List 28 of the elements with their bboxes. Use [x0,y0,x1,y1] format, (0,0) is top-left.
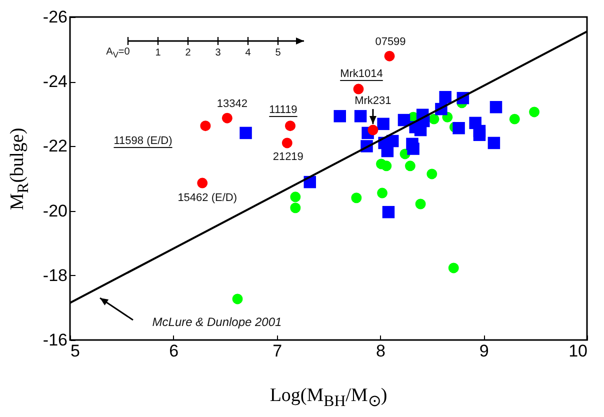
y-tick-label: -26 [42,8,68,26]
annotation: 3 [215,48,221,58]
annotation: Mrk1014 [340,68,383,80]
annotation: 4 [245,48,251,58]
annotation: 21219 [272,150,304,163]
annotation: 07599 [375,36,406,48]
x-tick-label: 8 [376,342,386,360]
y-tick-label: -18 [42,266,68,285]
annotation: 5 [275,48,281,58]
annotation: McLure & Dunlope 2001 [152,315,282,329]
annotation: 2 [185,48,191,58]
x-axis-title: Log(M$_{BH}$/M$_{⊙}$) [270,385,388,411]
x-tick-label: 7 [272,342,282,360]
annotation: A$_{V}$=0 [106,46,130,60]
annotation: 1 [155,48,161,58]
y-tick-label: -24 [42,72,68,92]
x-tick-label: 5 [70,342,80,360]
annotation: 11119 [269,104,298,116]
annotation: Mrk231 [354,95,392,108]
x-tick-label: 10 [568,342,588,360]
x-tick-label: 6 [169,342,179,360]
annotation: 15462 (E/D) [178,192,237,204]
y-tick-label: -20 [42,201,68,220]
x-tick-label: 9 [479,342,489,360]
annotation: 11598 (E/D) [114,135,172,147]
y-tick-label: -16 [42,330,68,350]
annotation: 13342 [216,98,248,110]
y-tick-label: -22 [42,136,68,156]
